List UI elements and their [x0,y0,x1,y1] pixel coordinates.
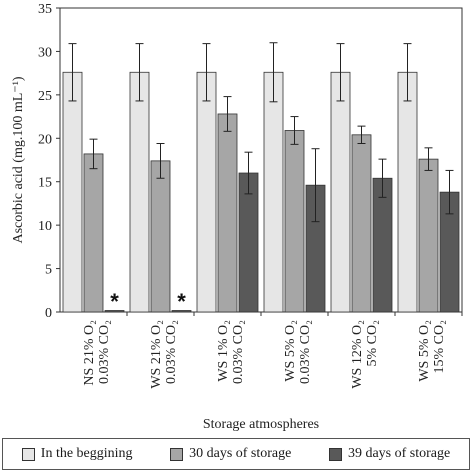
x-tick-label-line: WS 1% O₂ [216,320,231,382]
x-tick-label-line: WS 5% O₂ [283,320,298,382]
legend-item-30-days: 30 days of storage [170,446,291,462]
chart-legend: In the beggining 30 days of storage 39 d… [2,438,470,470]
x-tick-label-line: 0.03% CO₂ [164,320,179,384]
bar [397,71,418,313]
bar [263,71,284,313]
bar-chart: 0 5 10 15 20 25 30 35 Ascorbic acid (mg.100 mL⁻¹… [11,2,463,432]
x-tick-label: NS 21% O₂ 0.03% CO₂ [82,320,112,386]
legend-swatch-30-days [170,447,184,461]
x-tick-label-line: NS 21% O₂ [82,320,97,386]
y-tick-label: 15 [38,176,52,191]
bar [196,71,217,313]
legend-item-beginning: In the beggining [21,446,133,462]
y-tick-label: 25 [38,89,52,104]
bar [129,71,150,313]
legend-swatch-39-days [328,447,342,461]
y-tick-label: 0 [45,306,52,321]
bar [171,310,192,313]
legend-label-39-days: 39 days of storage [347,446,451,461]
x-tick-label-line: 5% CO₂ [365,320,380,367]
legend-label-beginning: In the beggining [40,446,133,461]
bar [62,71,83,313]
bar [351,134,372,313]
bar [418,158,439,313]
bar [83,153,104,313]
x-tick-label-line: 0.03% CO₂ [97,320,112,384]
y-tick-label: 5 [45,263,52,278]
bar [372,177,393,313]
bar [330,71,351,313]
y-tick-label: 35 [38,2,52,17]
x-tick-label: WS 21% O₂ 0.03% CO₂ [149,320,179,389]
legend-label-30-days: 30 days of storage [189,446,292,461]
x-tick-label-line: 0.03% CO₂ [298,320,313,384]
annotation-asterisk: * [177,289,186,314]
x-tick-label-line: 15% CO₂ [432,320,447,374]
x-tick-label: WS 5% O₂ 0.03% CO₂ [283,320,313,384]
bar [217,113,238,313]
y-axis-label: Ascorbic acid (mg.100 mL⁻¹) [11,76,26,243]
y-tick-label: 30 [38,45,52,60]
y-tick-label: 10 [38,219,52,234]
x-tick-label-line: 0.03% CO₂ [231,320,246,384]
bar [104,310,125,313]
y-tick-label: 20 [38,132,52,147]
bar [284,130,305,313]
x-axis-label: Storage atmospheres [203,417,319,432]
x-tick-label-line: WS 5% O₂ [417,320,432,382]
x-tick-label: WS 12% O₂ 5% CO₂ [350,320,380,389]
x-tick-label: WS 1% O₂ 0.03% CO₂ [216,320,246,384]
bar [150,160,171,313]
legend-swatch-beginning [21,447,35,461]
x-tick-label: WS 5% O₂ 15% CO₂ [417,320,447,382]
legend-item-39-days: 39 days of storage [328,446,451,462]
x-tick-label-line: WS 21% O₂ [149,320,164,389]
x-tick-label-line: WS 12% O₂ [350,320,365,389]
annotation-asterisk: * [110,289,119,314]
